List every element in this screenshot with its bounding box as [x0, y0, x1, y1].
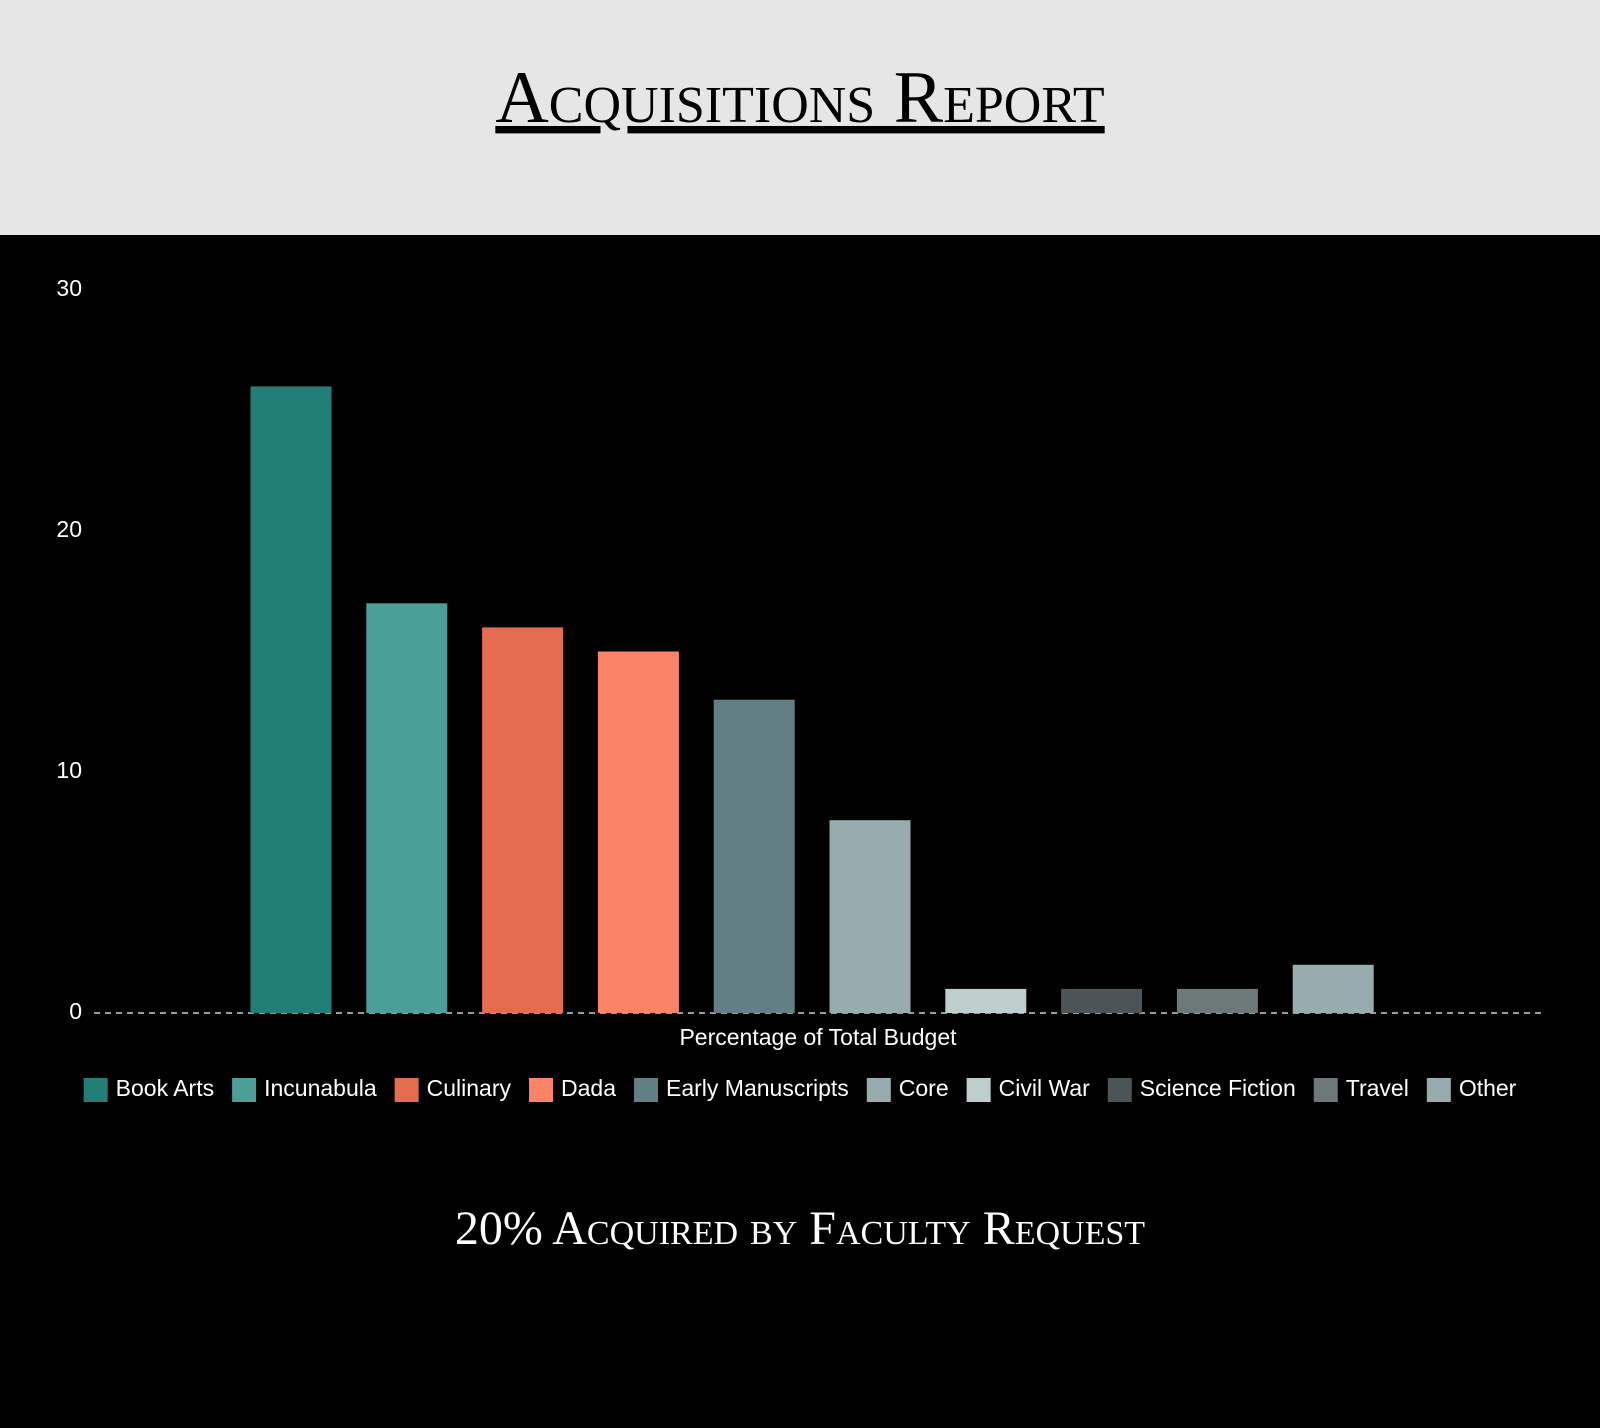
legend-label: Culinary — [427, 1075, 512, 1101]
legend-label: Science Fiction — [1140, 1075, 1296, 1101]
legend-label: Core — [899, 1075, 949, 1101]
legend-label: Early Manuscripts — [666, 1075, 849, 1101]
legend-swatch — [1426, 1078, 1451, 1102]
bar — [1061, 988, 1143, 1013]
legend-swatch — [634, 1078, 658, 1102]
bar — [713, 699, 795, 1013]
x-axis-label: Percentage of Total Budget — [679, 1024, 957, 1050]
bar — [945, 988, 1027, 1013]
bar — [250, 386, 332, 1013]
chart-title: Acquisitions Report — [495, 57, 1104, 139]
bar — [482, 627, 564, 1013]
bar — [829, 820, 911, 1013]
y-tick-label: 10 — [56, 757, 82, 783]
bar — [1292, 964, 1374, 1013]
legend-label: Incunabula — [264, 1075, 377, 1101]
y-tick-label: 0 — [69, 998, 82, 1024]
y-tick-label: 30 — [56, 275, 82, 301]
legend-swatch — [83, 1078, 108, 1102]
legend-swatch — [1313, 1078, 1338, 1102]
legend-swatch — [529, 1078, 554, 1102]
bar — [597, 651, 679, 1013]
legend-swatch — [394, 1078, 419, 1102]
legend-swatch — [966, 1078, 991, 1102]
legend-label: Dada — [561, 1075, 616, 1101]
legend-label: Other — [1459, 1075, 1517, 1101]
footer-note: 20% Acquired by Faculty Request — [455, 1202, 1145, 1255]
legend: Book Arts Incunabula Culinary Dada Early Man… — [83, 1075, 1517, 1102]
legend-swatch — [1107, 1078, 1132, 1102]
y-tick-label: 20 — [56, 516, 82, 542]
legend-label: Travel — [1346, 1075, 1409, 1101]
legend-swatch — [232, 1078, 257, 1102]
header-band — [0, 0, 1600, 235]
bar — [366, 603, 448, 1013]
bar — [1176, 988, 1258, 1013]
legend-label: Book Arts — [116, 1075, 214, 1101]
legend-label: Civil War — [999, 1075, 1090, 1101]
legend-swatch — [866, 1078, 891, 1102]
